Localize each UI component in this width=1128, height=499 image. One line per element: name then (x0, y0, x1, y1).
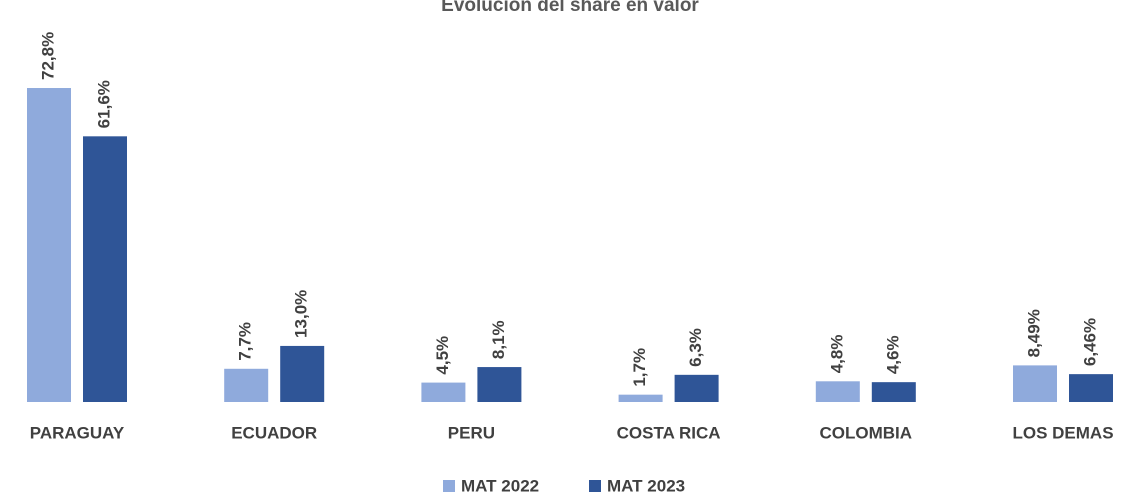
chart-title: Evolución del share en valor (441, 0, 699, 16)
bar (674, 374, 719, 402)
x-tick-label: COSTA RICA (617, 423, 721, 442)
value-label: 61,6% (94, 80, 113, 128)
bar (1069, 374, 1113, 402)
value-label: 6,3% (686, 328, 705, 367)
value-label: 4,6% (883, 335, 902, 374)
bar (83, 136, 127, 402)
legend-label: MAT 2022 (461, 476, 539, 495)
value-label: 8,49% (1024, 309, 1043, 357)
bar (1013, 365, 1057, 402)
legend-swatch (589, 480, 601, 492)
value-label: 7,7% (236, 322, 255, 361)
value-label: 4,5% (433, 336, 452, 375)
bar (421, 382, 466, 402)
bar (280, 345, 325, 402)
legend-label: MAT 2023 (607, 476, 685, 495)
value-label: 6,46% (1080, 318, 1099, 366)
x-tick-label: PARAGUAY (30, 423, 125, 442)
x-tick-label: COLOMBIA (820, 423, 913, 442)
value-label: 4,8% (827, 335, 846, 374)
value-label: 13,0% (292, 290, 311, 338)
x-tick-label: ECUADOR (231, 423, 317, 442)
bar (477, 367, 522, 402)
bar (815, 381, 860, 402)
bar (618, 394, 663, 402)
bar (27, 88, 71, 402)
x-tick-label: PERU (448, 423, 495, 442)
value-label: 72,8% (38, 32, 57, 80)
value-label: 1,7% (630, 348, 649, 387)
x-tick-label: LOS DEMAS (1012, 423, 1113, 442)
value-label: 8,1% (489, 320, 508, 359)
bar (224, 368, 269, 402)
legend-swatch (443, 480, 455, 492)
bar (871, 382, 916, 402)
